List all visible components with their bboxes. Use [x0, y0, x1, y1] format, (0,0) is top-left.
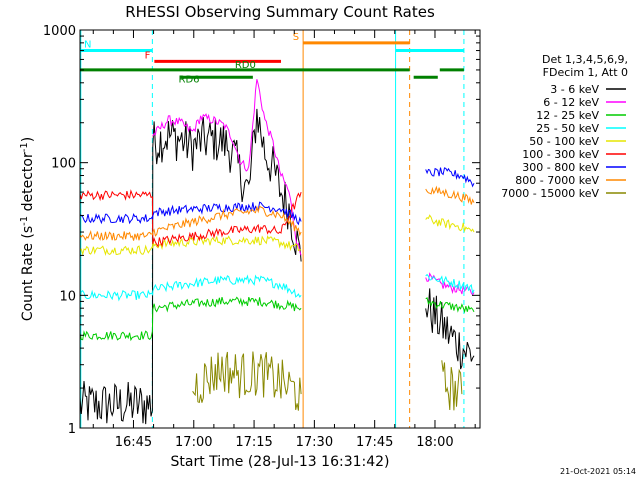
x-tick-label-2: 17:15 — [235, 435, 272, 450]
series-line-1-0 — [152, 79, 302, 256]
legend-label-5: 100 - 300 keV — [522, 148, 599, 161]
x-axis-label: Start Time (28-Jul-13 16:31:42) — [170, 454, 389, 470]
x-tick-label-1: 17:00 — [175, 435, 212, 450]
legend-label-4: 50 - 100 keV — [529, 135, 599, 148]
chart-title: RHESSI Observing Summary Count Rates — [125, 3, 435, 21]
timestamp: 21-Oct-2021 05:14 — [560, 467, 636, 476]
flag-label-rd6: RD6 — [179, 74, 200, 85]
y-axis-label: Count Rate (s-1 detector-1) — [19, 137, 36, 321]
legend-header-0: Det 1,3,4,5,6,9, — [542, 53, 628, 66]
y-axis-label-sup1: -1 — [19, 216, 30, 226]
x-tick-label-4: 17:45 — [356, 435, 393, 450]
y-axis-ticks: 1 10 100 1000 — [43, 24, 480, 437]
series-line-7-1 — [425, 185, 475, 205]
plot-frame — [79, 29, 481, 429]
series-line-2-0 — [79, 296, 302, 342]
legend-label-1: 6 - 12 keV — [543, 96, 599, 109]
legend: Det 1,3,4,5,6,9,FDecim 1, Att 0 3 - 6 keV… — [501, 53, 628, 200]
flag-label-s: S — [293, 32, 299, 43]
x-axis-ticks: 16:45 17:00 17:15 17:30 17:45 18:00 — [92, 30, 476, 450]
legend-header-1: FDecim 1, Att 0 — [543, 66, 628, 79]
data-series — [79, 79, 475, 425]
flag-label-f: F — [145, 50, 151, 61]
series-line-6-1 — [425, 167, 475, 188]
y-axis-label-part3: ) — [20, 137, 36, 142]
series-line-7-0 — [79, 205, 302, 241]
legend-label-7: 800 - 7000 keV — [515, 174, 599, 187]
flag-label-rd0: RD0 — [235, 60, 256, 71]
y-axis-label-sup2: -1 — [19, 142, 30, 152]
series-line-8-0 — [192, 351, 302, 411]
x-tick-label-0: 16:45 — [115, 435, 152, 450]
y-tick-label-2: 100 — [51, 157, 76, 172]
y-tick-label-1: 10 — [59, 289, 76, 304]
y-axis-label-part2: detector — [20, 152, 36, 216]
y-tick-label-0: 1 — [68, 422, 76, 437]
y-axis-label-part1: Count Rate (s — [20, 226, 36, 321]
series-line-5-0 — [79, 189, 302, 248]
y-tick-label-3: 1000 — [43, 24, 76, 39]
series-line-4-0 — [79, 235, 302, 257]
flag-label-n: N — [84, 40, 91, 51]
series-line-3-0 — [79, 274, 302, 302]
series-line-4-1 — [425, 214, 475, 233]
series-line-6-0 — [79, 201, 302, 226]
series-line-1-1 — [425, 272, 475, 296]
legend-label-8: 7000 - 15000 keV — [501, 187, 599, 200]
legend-label-6: 300 - 800 keV — [522, 161, 599, 174]
legend-label-2: 12 - 25 keV — [536, 109, 599, 122]
series-line-2-1 — [425, 297, 475, 314]
series-line-0-1 — [425, 288, 475, 370]
legend-label-3: 25 - 50 keV — [536, 122, 599, 135]
series-line-0-0 — [79, 108, 302, 425]
series-line-8-1 — [441, 360, 463, 411]
series-line-3-1 — [425, 273, 475, 295]
x-tick-label-3: 17:30 — [296, 435, 333, 450]
legend-label-0: 3 - 6 keV — [550, 83, 599, 96]
x-tick-label-5: 18:00 — [416, 435, 453, 450]
flag-bars: N S F RD0 RD6 — [80, 32, 464, 85]
